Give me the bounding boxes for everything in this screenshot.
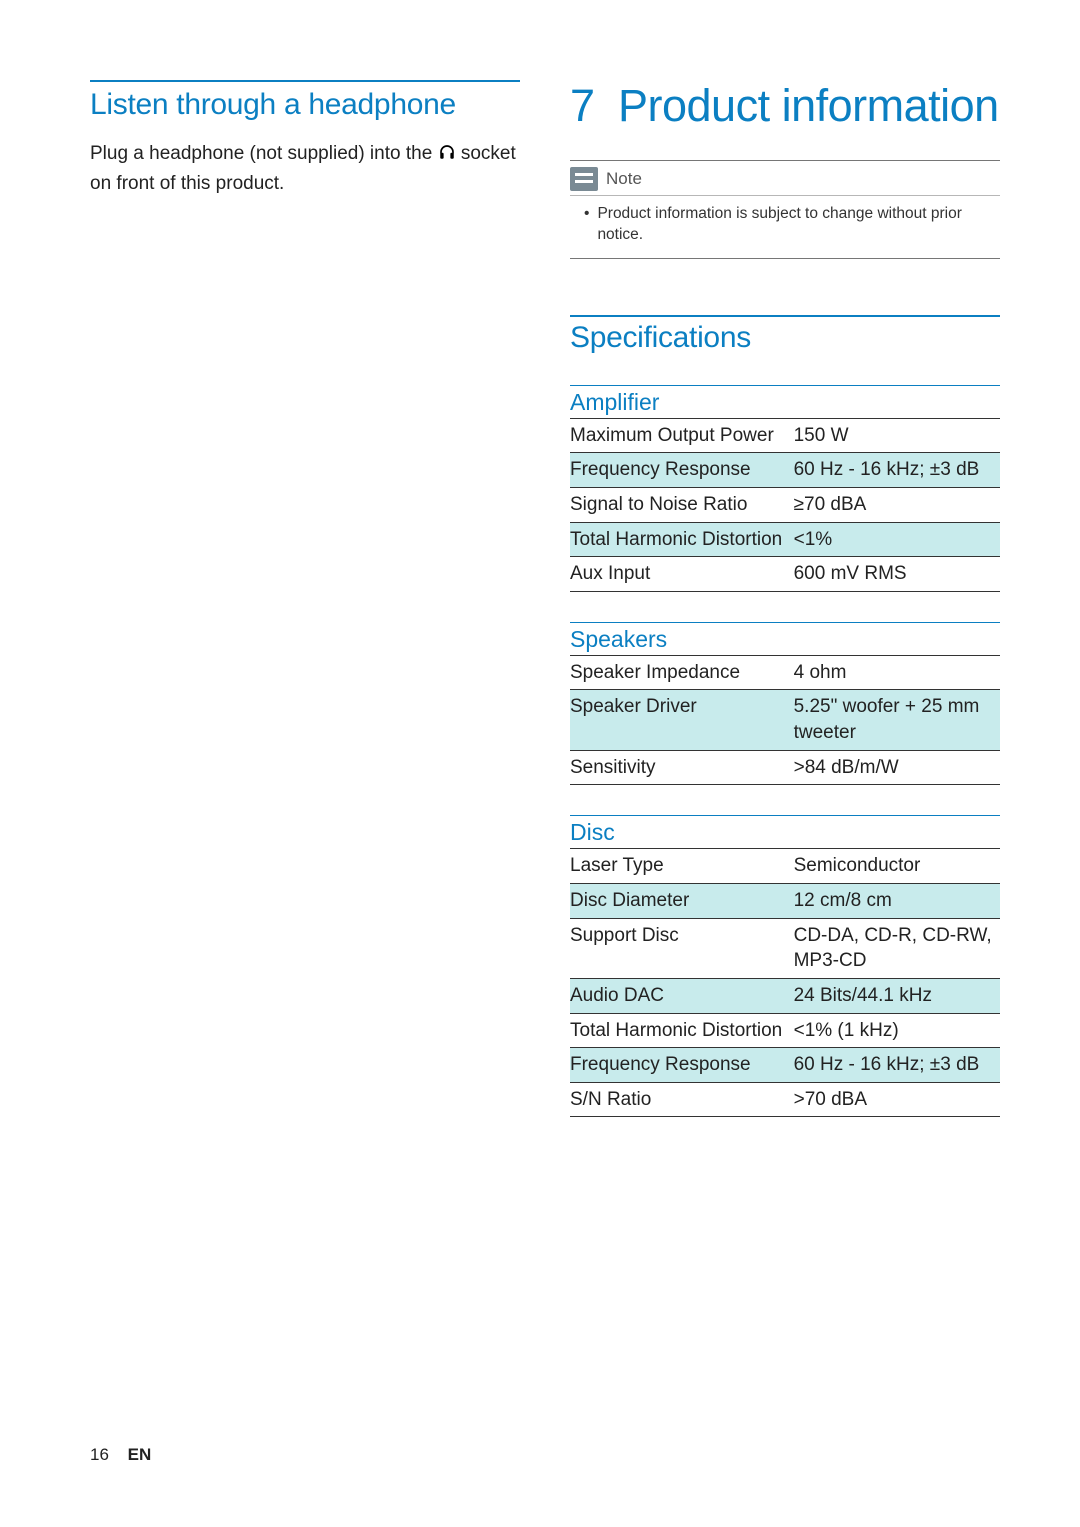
- spec-key: Maximum Output Power: [570, 418, 794, 453]
- spec-key: Frequency Response: [570, 1048, 794, 1083]
- page-language: EN: [128, 1445, 152, 1464]
- spec-table: Laser TypeSemiconductorDisc Diameter12 c…: [570, 848, 1000, 1117]
- spec-group: AmplifierMaximum Output Power150 WFreque…: [570, 385, 1000, 592]
- spec-value: 600 mV RMS: [794, 557, 1000, 592]
- table-row: Speaker Impedance4 ohm: [570, 655, 1000, 690]
- spec-value: 5.25" woofer + 25 mm tweeter: [794, 690, 1000, 750]
- spec-value: 60 Hz - 16 kHz; ±3 dB: [794, 1048, 1000, 1083]
- table-row: Frequency Response60 Hz - 16 kHz; ±3 dB: [570, 1048, 1000, 1083]
- spec-value: Semiconductor: [794, 849, 1000, 884]
- table-row: Laser TypeSemiconductor: [570, 849, 1000, 884]
- left-column: Listen through a headphone Plug a headph…: [90, 80, 520, 1117]
- spec-value: 4 ohm: [794, 655, 1000, 690]
- bullet-icon: •: [584, 204, 589, 246]
- left-section-heading: Listen through a headphone: [90, 88, 520, 122]
- spec-group: DiscLaser TypeSemiconductorDisc Diameter…: [570, 815, 1000, 1117]
- note-header: Note: [570, 161, 1000, 195]
- chapter-name: Product information: [618, 80, 999, 132]
- note-item: •Product information is subject to chang…: [584, 204, 994, 246]
- table-row: Disc Diameter12 cm/8 cm: [570, 884, 1000, 919]
- spec-key: Frequency Response: [570, 453, 794, 488]
- note-icon: [570, 167, 598, 191]
- right-column: 7Product information Note •Product infor…: [570, 80, 1000, 1117]
- spec-value: >70 dBA: [794, 1082, 1000, 1117]
- table-row: Sensitivity>84 dB/m/W: [570, 750, 1000, 785]
- spec-table: Speaker Impedance4 ohmSpeaker Driver5.25…: [570, 655, 1000, 786]
- spec-value: 60 Hz - 16 kHz; ±3 dB: [794, 453, 1000, 488]
- spec-key: Speaker Driver: [570, 690, 794, 750]
- spec-value: 24 Bits/44.1 kHz: [794, 978, 1000, 1013]
- spec-group-rule: [570, 385, 1000, 386]
- table-row: Maximum Output Power150 W: [570, 418, 1000, 453]
- spec-value: CD-DA, CD-R, CD-RW, MP3-CD: [794, 918, 1000, 978]
- spec-value: ≥70 dBA: [794, 487, 1000, 522]
- specs-heading: Specifications: [570, 321, 1000, 355]
- note-box: Note •Product information is subject to …: [570, 160, 1000, 259]
- spec-group-title: Speakers: [570, 626, 1000, 653]
- spec-key: Audio DAC: [570, 978, 794, 1013]
- spec-group: SpeakersSpeaker Impedance4 ohmSpeaker Dr…: [570, 622, 1000, 786]
- table-row: Aux Input600 mV RMS: [570, 557, 1000, 592]
- spec-key: Aux Input: [570, 557, 794, 592]
- note-body: •Product information is subject to chang…: [570, 195, 1000, 258]
- spec-key: Disc Diameter: [570, 884, 794, 919]
- spec-key: Sensitivity: [570, 750, 794, 785]
- left-body-text: Plug a headphone (not supplied) into the…: [90, 140, 520, 197]
- spec-key: Total Harmonic Distortion: [570, 1013, 794, 1048]
- spec-table: Maximum Output Power150 WFrequency Respo…: [570, 418, 1000, 592]
- spec-key: Laser Type: [570, 849, 794, 884]
- spec-value: <1% (1 kHz): [794, 1013, 1000, 1048]
- chapter-title: 7Product information: [570, 80, 1000, 132]
- headphone-icon: [438, 142, 456, 170]
- page-footer: 16 EN: [90, 1445, 151, 1465]
- spec-key: S/N Ratio: [570, 1082, 794, 1117]
- chapter-number: 7: [570, 80, 618, 132]
- table-row: Support DiscCD-DA, CD-R, CD-RW, MP3-CD: [570, 918, 1000, 978]
- spec-value: <1%: [794, 522, 1000, 557]
- spec-value: 12 cm/8 cm: [794, 884, 1000, 919]
- specs-rule: [570, 315, 1000, 317]
- spec-value: >84 dB/m/W: [794, 750, 1000, 785]
- spec-group-rule: [570, 622, 1000, 623]
- section-rule: [90, 80, 520, 82]
- table-row: S/N Ratio>70 dBA: [570, 1082, 1000, 1117]
- note-label: Note: [606, 169, 642, 189]
- spec-key: Support Disc: [570, 918, 794, 978]
- table-row: Signal to Noise Ratio≥70 dBA: [570, 487, 1000, 522]
- table-row: Total Harmonic Distortion<1% (1 kHz): [570, 1013, 1000, 1048]
- note-item-text: Product information is subject to change…: [597, 204, 994, 246]
- table-row: Speaker Driver5.25" woofer + 25 mm tweet…: [570, 690, 1000, 750]
- spec-key: Total Harmonic Distortion: [570, 522, 794, 557]
- spec-group-title: Disc: [570, 819, 1000, 846]
- spec-key: Speaker Impedance: [570, 655, 794, 690]
- spec-value: 150 W: [794, 418, 1000, 453]
- spec-key: Signal to Noise Ratio: [570, 487, 794, 522]
- table-row: Total Harmonic Distortion<1%: [570, 522, 1000, 557]
- table-row: Audio DAC24 Bits/44.1 kHz: [570, 978, 1000, 1013]
- spec-group-rule: [570, 815, 1000, 816]
- left-body-before: Plug a headphone (not supplied) into the: [90, 143, 438, 164]
- spec-group-title: Amplifier: [570, 389, 1000, 416]
- page-number: 16: [90, 1445, 109, 1464]
- table-row: Frequency Response60 Hz - 16 kHz; ±3 dB: [570, 453, 1000, 488]
- spec-container: AmplifierMaximum Output Power150 WFreque…: [570, 385, 1000, 1118]
